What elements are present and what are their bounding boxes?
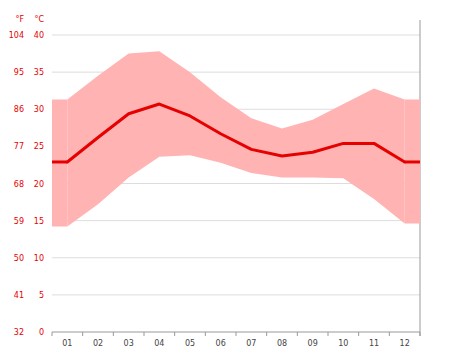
x-tick: [236, 332, 237, 336]
y-tick-label: 5: [39, 291, 44, 300]
y2-tick-label: 77: [14, 142, 24, 151]
y2-tick-label: 50: [14, 254, 24, 263]
y2-tick-label: 95: [14, 68, 24, 77]
x-tick-label: 07: [246, 339, 256, 348]
y2-tick-label: 86: [14, 105, 24, 114]
x-tick: [82, 332, 83, 336]
x-tick-label: 06: [216, 339, 226, 348]
y-tick-label: 10: [34, 254, 44, 263]
x-tick: [113, 332, 114, 336]
y-tick-label: 30: [34, 105, 44, 114]
y2-tick-label: 68: [14, 180, 24, 189]
x-tick: [328, 332, 329, 336]
x-tick: [420, 332, 421, 336]
y-axis-label: °C: [34, 15, 44, 24]
y2-tick-label: 104: [9, 31, 24, 40]
x-tick-label: 04: [154, 339, 164, 348]
x-tick: [297, 332, 298, 336]
y-tick-label: 35: [34, 68, 44, 77]
x-tick-label: 05: [185, 339, 195, 348]
y2-tick-label: 59: [14, 217, 24, 226]
chart: 05101520253035403241505968778695104°F°C0…: [0, 0, 474, 355]
y2-tick: [26, 294, 27, 295]
line-edge: [52, 160, 67, 163]
x-tick: [266, 332, 267, 336]
y2-tick-label: 32: [14, 328, 24, 337]
line-edge: [405, 160, 420, 163]
y2-tick: [26, 257, 27, 258]
y2-tick: [26, 109, 27, 110]
series-line: [67, 104, 404, 162]
y2-tick: [26, 183, 27, 184]
y2-tick-label: 41: [14, 291, 24, 300]
y2-tick: [26, 35, 27, 36]
x-tick: [52, 332, 53, 336]
grid-line: [52, 220, 420, 221]
y2-tick: [26, 220, 27, 221]
x-tick: [205, 332, 206, 336]
x-tick: [174, 332, 175, 336]
x-tick-label: 11: [369, 339, 379, 348]
grid-line: [52, 257, 420, 258]
x-tick-label: 02: [93, 339, 103, 348]
grid-line: [52, 35, 420, 36]
x-tick-label: 10: [338, 339, 348, 348]
y2-tick: [26, 146, 27, 147]
x-tick-label: 09: [308, 339, 318, 348]
x-tick: [144, 332, 145, 336]
range-band-edge: [405, 100, 420, 224]
x-tick-label: 08: [277, 339, 287, 348]
y-tick-label: 40: [34, 31, 44, 40]
x-tick: [389, 332, 390, 336]
x-tick-label: 01: [62, 339, 72, 348]
x-tick: [358, 332, 359, 336]
range-band: [67, 51, 404, 226]
y2-tick: [26, 332, 27, 333]
x-tick-label: 12: [400, 339, 410, 348]
x-tick-label: 03: [124, 339, 134, 348]
y2-axis-label: °F: [15, 15, 24, 24]
y-tick-label: 25: [34, 142, 44, 151]
range-band-edge: [52, 100, 67, 227]
grid-line: [52, 294, 420, 295]
plot: [52, 51, 420, 226]
y-tick-label: 15: [34, 217, 44, 226]
y2-tick: [26, 72, 27, 73]
y-tick-label: 0: [39, 328, 44, 337]
y-tick-label: 20: [34, 180, 44, 189]
